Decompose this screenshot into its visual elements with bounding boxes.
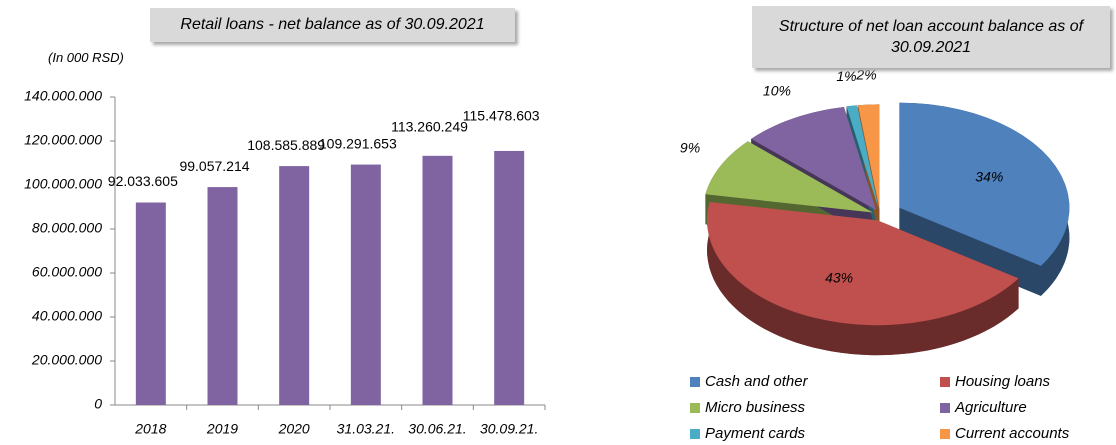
x-tick-label: 2018 <box>134 421 166 437</box>
data-label: 2% <box>855 66 876 82</box>
x-tick-label: 31.03.21. <box>337 421 395 437</box>
data-label: 10% <box>763 83 791 99</box>
x-tick-label: 2020 <box>278 421 310 437</box>
legend-swatch <box>940 429 950 439</box>
data-label: 99.057.214 <box>179 158 249 174</box>
bar <box>135 202 166 405</box>
x-tick-label: 30.09.21. <box>480 421 538 437</box>
data-label: 113.260.249 <box>391 119 468 135</box>
slice <box>899 102 1070 266</box>
y-tick-label: 60.000.000 <box>32 264 102 280</box>
y-tick-label: 100.000.000 <box>24 176 102 192</box>
slice <box>857 104 880 210</box>
slice <box>705 141 873 213</box>
y-tick-label: 0 <box>94 396 102 412</box>
slice <box>707 201 1019 326</box>
bar <box>494 150 525 405</box>
chart-title: Retail loans - net balance as of 30.09.2… <box>150 8 515 42</box>
data-label: 34% <box>975 169 1003 185</box>
legend-swatch <box>940 403 950 413</box>
y-tick-label: 140.000.000 <box>24 88 102 104</box>
bar <box>207 187 238 405</box>
legend-swatch <box>690 403 700 413</box>
legend-label: Agriculture <box>954 399 1027 416</box>
slice-side <box>707 201 1019 356</box>
legend-label: Cash and other <box>705 373 809 390</box>
x-tick-label: 2019 <box>206 421 238 437</box>
bar <box>422 155 453 405</box>
legend-swatch <box>690 377 700 387</box>
data-label: 9% <box>680 139 700 155</box>
x-tick-label: 30.06.21. <box>408 421 466 437</box>
legend-label: Current accounts <box>955 425 1070 442</box>
slice <box>751 107 877 211</box>
y-tick-label: 120.000.000 <box>24 132 102 148</box>
data-label: 115.478.603 <box>463 108 540 124</box>
slice <box>846 105 879 210</box>
data-label: 43% <box>825 269 853 285</box>
legend-label: Micro business <box>705 399 806 416</box>
y-tick-label: 40.000.000 <box>32 308 102 324</box>
legend-swatch <box>690 429 700 439</box>
y-tick-label: 20.000.000 <box>31 352 102 368</box>
data-label: 92.033.605 <box>108 173 178 189</box>
data-label: 108.585.889 <box>247 137 325 153</box>
legend-label: Payment cards <box>705 425 806 442</box>
legend-swatch <box>940 377 950 387</box>
bar <box>279 166 310 405</box>
legend-label: Housing loans <box>955 373 1051 390</box>
data-label: 109.291.653 <box>319 135 397 151</box>
chart-title: Structure of net loan account balance as… <box>752 6 1110 68</box>
bar <box>350 164 381 405</box>
chart-subtitle: (In 000 RSD) <box>48 50 124 65</box>
y-tick-label: 80.000.000 <box>32 220 102 236</box>
data-label: 1% <box>836 68 856 84</box>
